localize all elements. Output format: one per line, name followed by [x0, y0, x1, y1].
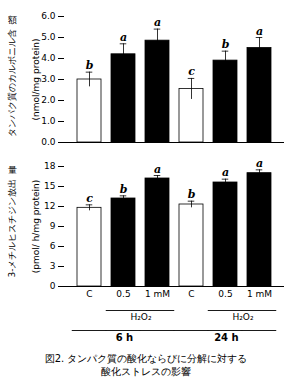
svg-text:a: a [222, 166, 229, 179]
svg-text:a: a [256, 25, 263, 38]
svg-text:a: a [154, 16, 161, 29]
svg-text:15: 15 [44, 181, 55, 191]
svg-text:a: a [256, 157, 263, 170]
html-text:酸化ストレスの影響: 酸化ストレスの影響 [101, 365, 191, 377]
svg-text:量: 量 [8, 165, 17, 175]
svg-text:C: C [188, 289, 194, 299]
svg-text:0: 0 [50, 281, 56, 291]
svg-text:18: 18 [44, 161, 56, 171]
svg-text:9: 9 [50, 221, 56, 231]
svg-text:タンパク質のカルボニル含: タンパク質のカルボニル含 [7, 29, 17, 137]
svg-text:b: b [188, 188, 196, 201]
svg-text:a: a [154, 163, 161, 176]
svg-text:0.5: 0.5 [218, 289, 232, 299]
svg-text:2.0: 2.0 [41, 95, 56, 105]
svg-text:H₂O₂: H₂O₂ [130, 312, 151, 322]
svg-text:1 mM: 1 mM [247, 289, 272, 299]
svg-text:0.0: 0.0 [41, 137, 56, 147]
svg-text:24 h: 24 h [214, 332, 239, 343]
svg-text:c: c [188, 65, 195, 78]
svg-text:b: b [120, 183, 128, 196]
svg-text:C: C [86, 289, 92, 299]
svg-text:3.0: 3.0 [41, 74, 56, 84]
html-text:図2. タンパク質の酸化ならびに分解に対する: 図2. タンパク質の酸化ならびに分解に対する [44, 353, 248, 364]
svg-text:5.0: 5.0 [41, 32, 56, 42]
svg-text:12: 12 [44, 201, 55, 211]
svg-text:6 h: 6 h [116, 332, 134, 343]
svg-text:(pmol/ h/mg protein): (pmol/ h/mg protein) [31, 180, 41, 273]
svg-text:額: 額 [8, 15, 17, 25]
svg-text:0.5: 0.5 [116, 289, 130, 299]
svg-text:4.0: 4.0 [41, 53, 56, 63]
svg-text:b: b [222, 38, 230, 51]
svg-text:6: 6 [50, 241, 56, 251]
svg-text:b: b [86, 59, 94, 72]
svg-text:a: a [120, 31, 127, 44]
svg-text:6.0: 6.0 [41, 11, 56, 21]
svg-text:3: 3 [50, 261, 56, 271]
svg-text:3-メチルヒスチジン放出: 3-メチルヒスチジン放出 [7, 179, 17, 278]
svg-text:1 mM: 1 mM [145, 289, 170, 299]
svg-text:(nmol/mg protein): (nmol/mg protein) [31, 39, 41, 121]
svg-text:H₂O₂: H₂O₂ [232, 312, 253, 322]
svg-text:1.0: 1.0 [41, 116, 56, 126]
svg-text:c: c [86, 192, 93, 205]
